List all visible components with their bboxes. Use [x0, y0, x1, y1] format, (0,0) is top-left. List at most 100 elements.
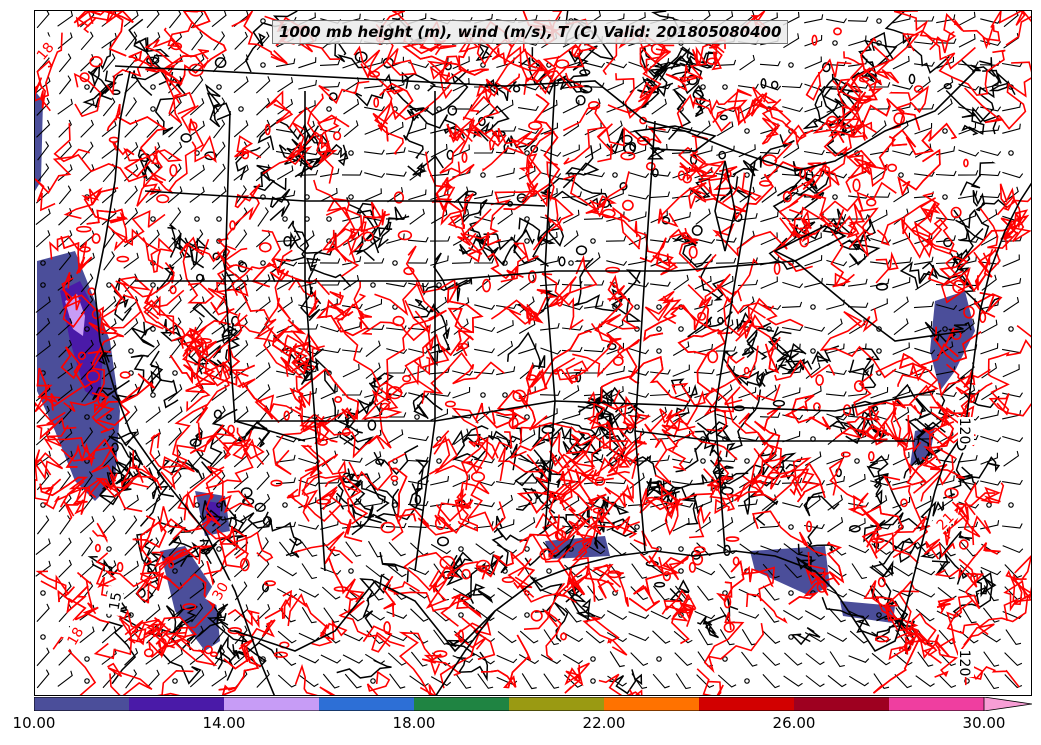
wind-barb — [826, 632, 848, 642]
temperature-contour-loop — [607, 570, 622, 579]
temperature-contour — [541, 272, 584, 331]
wind-barb — [213, 31, 226, 51]
wind-barb — [891, 257, 912, 265]
temperature-contour-loop — [767, 471, 780, 480]
height-contour — [160, 318, 203, 375]
wind-barb — [607, 675, 627, 687]
wind-barb — [301, 607, 317, 624]
wind-barb — [848, 253, 866, 268]
wind-barb — [167, 384, 183, 402]
height-contour — [417, 112, 466, 139]
wind-barb — [979, 125, 1000, 133]
height-contour — [700, 264, 726, 301]
wind-barb — [606, 319, 624, 334]
temperature-contour-loop — [688, 245, 698, 259]
wind-barb — [386, 171, 407, 177]
wind-barb — [168, 11, 182, 29]
temperature-contour — [264, 589, 307, 627]
wind-barb — [102, 53, 116, 73]
wind-barb — [1003, 296, 1020, 313]
wind-barb — [474, 190, 494, 200]
wind-barb — [563, 385, 580, 401]
wind-barb — [364, 106, 385, 112]
wind-barb — [169, 207, 182, 227]
wind-barb — [276, 454, 296, 463]
height-contour-loop — [654, 581, 666, 588]
temperature-contour-loop — [209, 651, 218, 658]
wind-barb — [455, 673, 472, 689]
temperature-contour — [324, 546, 356, 602]
wind-barb — [804, 632, 826, 643]
height-contour — [108, 431, 142, 479]
temperature-contour — [875, 515, 951, 564]
contour-label: 30 — [209, 580, 232, 603]
wind-barb — [407, 237, 429, 243]
wind-barb — [145, 428, 161, 445]
wind-barb — [58, 53, 72, 73]
wind-barb — [474, 304, 496, 310]
wind-barb — [892, 342, 910, 356]
temperature-contour-loop — [697, 311, 707, 321]
wind-barb — [672, 211, 691, 222]
temperature-contour — [203, 527, 249, 575]
temperature-contour — [361, 299, 431, 342]
wind-barb — [738, 436, 759, 442]
wind-barb — [408, 61, 430, 69]
temperature-contour — [285, 122, 313, 168]
height-contour — [367, 479, 400, 520]
wind-barb — [825, 214, 847, 220]
height-contour — [160, 651, 202, 685]
wind-barb — [518, 165, 536, 180]
wind-barb — [782, 281, 804, 289]
wind-barb — [519, 630, 539, 644]
wind-barb — [893, 187, 910, 203]
wind-barb — [696, 674, 715, 689]
wind-barb — [650, 237, 671, 243]
temperature-contour — [657, 181, 707, 228]
temperature-contour-loop — [723, 595, 732, 609]
wind-barb — [497, 208, 513, 225]
wind-barb — [497, 340, 514, 357]
temperature-contour — [769, 98, 807, 162]
temperature-contour — [530, 330, 592, 388]
temperature-contour — [53, 123, 147, 183]
height-contour — [725, 389, 762, 458]
wind-barb — [870, 82, 891, 88]
wind-barb — [189, 582, 205, 599]
wind-barb — [694, 343, 714, 354]
wind-barb — [650, 210, 668, 224]
temperature-contour — [324, 474, 362, 521]
temperature-contour-loop — [403, 266, 415, 276]
wind-barb — [783, 609, 804, 621]
wind-barb — [389, 673, 406, 689]
wind-barb — [585, 543, 606, 555]
height-contour-loop — [579, 85, 593, 94]
height-contour — [446, 551, 474, 586]
wind-barb — [255, 384, 271, 402]
temperature-contour-loop — [569, 374, 579, 383]
calm-wind-marker — [788, 524, 794, 530]
wind-barb — [101, 120, 117, 138]
temperature-contour-loop — [963, 158, 969, 168]
height-contour — [869, 455, 889, 505]
wind-barb — [276, 435, 298, 443]
temperature-contour-loop — [605, 266, 621, 274]
wind-barb — [760, 211, 779, 223]
temperature-contour-loop — [119, 371, 131, 379]
height-contour — [913, 422, 943, 466]
wind-barb — [629, 542, 649, 556]
height-contour-loop — [447, 105, 458, 116]
wind-barb — [189, 164, 205, 181]
temperature-contour-loop — [592, 507, 604, 514]
wind-barb — [1003, 11, 1019, 28]
wind-barb — [892, 452, 910, 466]
wind-barb — [914, 321, 933, 333]
wind-barb — [518, 654, 540, 665]
height-contour — [355, 498, 382, 524]
height-contour-loop — [558, 256, 566, 267]
temperature-contour — [304, 486, 343, 523]
calm-wind-marker — [700, 458, 706, 464]
wind-barb — [981, 209, 998, 225]
temperature-contour-loop — [283, 410, 290, 421]
temperature-contour — [643, 304, 731, 342]
